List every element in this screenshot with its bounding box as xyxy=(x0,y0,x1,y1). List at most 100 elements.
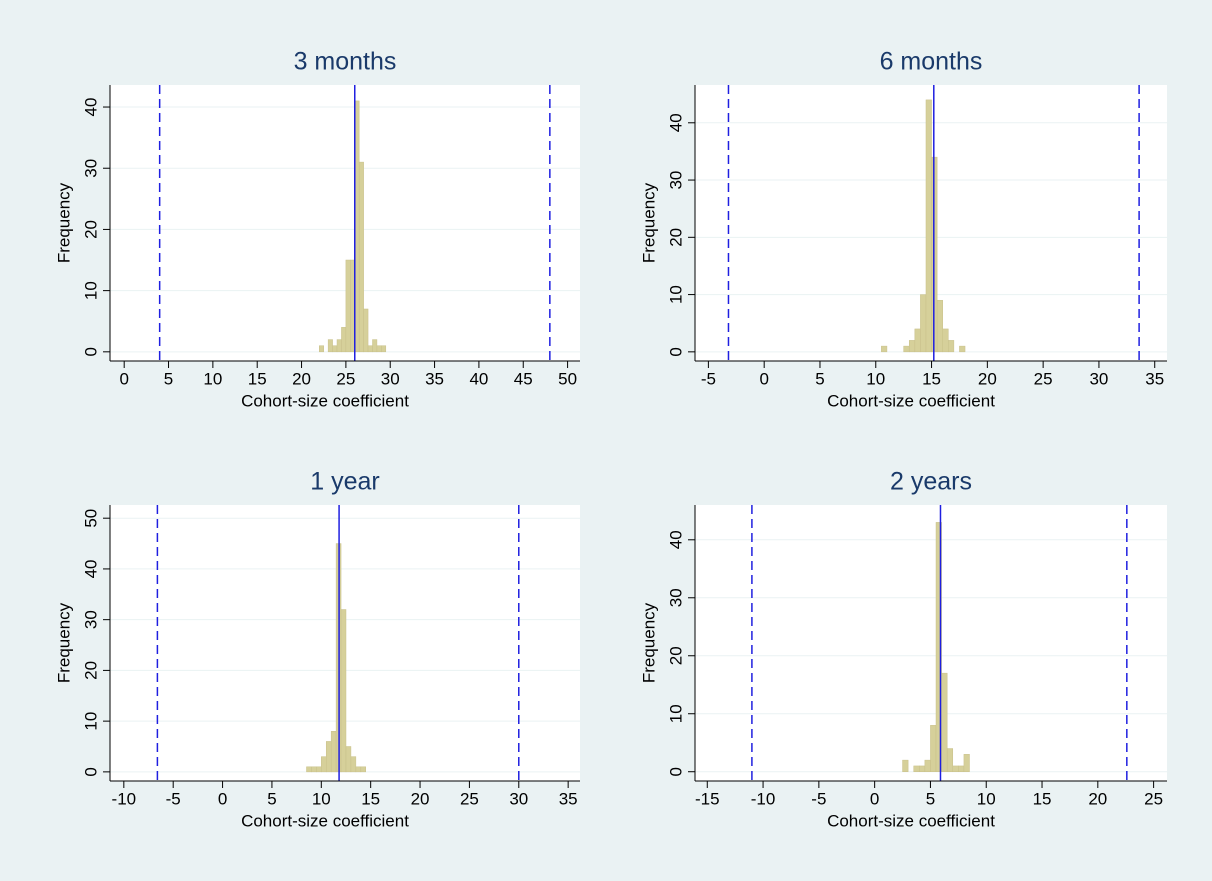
histogram-bar xyxy=(925,99,932,353)
histogram-bar xyxy=(920,294,927,353)
histogram-bar xyxy=(942,328,949,353)
y-axis-label: Frequency xyxy=(639,182,658,263)
x-tick-label: -15 xyxy=(695,789,720,808)
y-tick-label: 0 xyxy=(666,767,685,776)
chart-title: 1 year xyxy=(310,468,379,496)
y-tick-label: 0 xyxy=(81,347,100,356)
x-tick-label: 45 xyxy=(514,369,533,388)
histogram-bar xyxy=(376,345,382,353)
y-tick-label: 40 xyxy=(81,559,100,578)
histogram-bar xyxy=(367,345,373,353)
x-tick-label: 30 xyxy=(381,369,400,388)
histogram-bar xyxy=(330,731,337,773)
y-tick-label: 40 xyxy=(666,113,685,132)
y-tick-label: 40 xyxy=(666,530,685,549)
x-axis-label: Cohort-size coefficient xyxy=(241,391,409,410)
y-tick-label: 20 xyxy=(81,220,100,239)
plot-region xyxy=(110,85,580,361)
histogram-bar xyxy=(946,748,954,772)
x-tick-label: 25 xyxy=(1034,369,1053,388)
y-tick-label: 50 xyxy=(81,509,100,528)
x-tick-label: 15 xyxy=(248,369,267,388)
x-tick-label: 0 xyxy=(759,369,768,388)
x-tick-label: 15 xyxy=(1033,789,1052,808)
histogram-bar xyxy=(340,609,347,773)
histogram-bar xyxy=(355,766,362,773)
histogram-bar xyxy=(345,746,352,773)
histogram-bar xyxy=(908,340,916,353)
histogram-bar xyxy=(350,756,357,773)
y-tick-label: 30 xyxy=(666,171,685,190)
y-tick-label: 40 xyxy=(81,98,100,117)
y-axis-label: Frequency xyxy=(54,602,73,683)
x-tick-label: -5 xyxy=(701,369,716,388)
x-tick-label: -5 xyxy=(166,789,181,808)
histogram-bar xyxy=(360,766,366,773)
histogram-bar xyxy=(319,345,324,353)
x-axis-label: Cohort-size coefficient xyxy=(827,811,995,830)
histogram-bar xyxy=(332,345,338,353)
histogram-bar xyxy=(935,522,942,772)
x-tick-label: 5 xyxy=(926,789,935,808)
histogram-bar xyxy=(316,766,322,773)
histogram-bar xyxy=(358,161,364,353)
histogram-bar xyxy=(345,259,351,353)
x-tick-label: -10 xyxy=(751,789,776,808)
histogram-bar xyxy=(948,340,955,353)
y-axis-label: Frequency xyxy=(639,602,658,683)
x-tick-label: 35 xyxy=(425,369,444,388)
histogram-bar xyxy=(959,345,966,353)
histogram-bar xyxy=(321,756,327,773)
x-tick-label: 50 xyxy=(558,369,577,388)
y-tick-label: 10 xyxy=(81,281,100,300)
x-tick-label: 20 xyxy=(411,789,430,808)
y-tick-label: 20 xyxy=(666,228,685,247)
y-axis-label: Frequency xyxy=(54,182,73,263)
histogram-bar xyxy=(903,345,910,353)
x-tick-label: 20 xyxy=(1088,789,1107,808)
x-tick-label: 20 xyxy=(978,369,997,388)
histogram-bar xyxy=(914,328,921,353)
histogram-bar xyxy=(363,308,369,353)
x-tick-label: 5 xyxy=(815,369,824,388)
histogram-bar xyxy=(952,765,959,772)
x-tick-label: 0 xyxy=(119,369,128,388)
y-tick-label: 0 xyxy=(666,347,685,356)
histogram-bar xyxy=(881,345,888,353)
histogram-bar xyxy=(902,759,909,772)
histogram-bar xyxy=(327,339,333,353)
y-tick-label: 0 xyxy=(81,767,100,776)
y-tick-label: 10 xyxy=(666,285,685,304)
x-tick-label: 25 xyxy=(1144,789,1163,808)
y-tick-label: 30 xyxy=(666,588,685,607)
x-tick-label: 15 xyxy=(361,789,380,808)
x-tick-label: 30 xyxy=(509,789,528,808)
histogram-bar xyxy=(372,339,378,353)
histogram-bar xyxy=(941,672,948,772)
y-tick-label: 30 xyxy=(81,159,100,178)
x-tick-label: -10 xyxy=(112,789,137,808)
x-tick-label: 10 xyxy=(977,789,996,808)
x-tick-label: 10 xyxy=(866,369,885,388)
chart-title: 6 months xyxy=(880,48,983,76)
x-tick-label: 15 xyxy=(922,369,941,388)
x-tick-label: -5 xyxy=(811,789,826,808)
x-tick-label: 25 xyxy=(336,369,355,388)
histogram-bar xyxy=(919,765,926,772)
x-tick-label: 25 xyxy=(460,789,479,808)
chart-title: 2 years xyxy=(890,468,972,496)
x-tick-label: 30 xyxy=(1089,369,1108,388)
histogram-bar xyxy=(306,766,312,773)
x-tick-label: 0 xyxy=(218,789,227,808)
histogram-bar xyxy=(325,741,332,773)
y-tick-label: 10 xyxy=(81,712,100,731)
x-tick-label: 20 xyxy=(292,369,311,388)
histogram-bar xyxy=(311,766,317,773)
histogram-bar xyxy=(958,765,965,772)
histogram-bar xyxy=(336,339,342,353)
x-tick-label: 5 xyxy=(267,789,276,808)
x-axis-label: Cohort-size coefficient xyxy=(241,811,409,830)
x-tick-label: 10 xyxy=(203,369,222,388)
x-tick-label: 35 xyxy=(559,789,578,808)
